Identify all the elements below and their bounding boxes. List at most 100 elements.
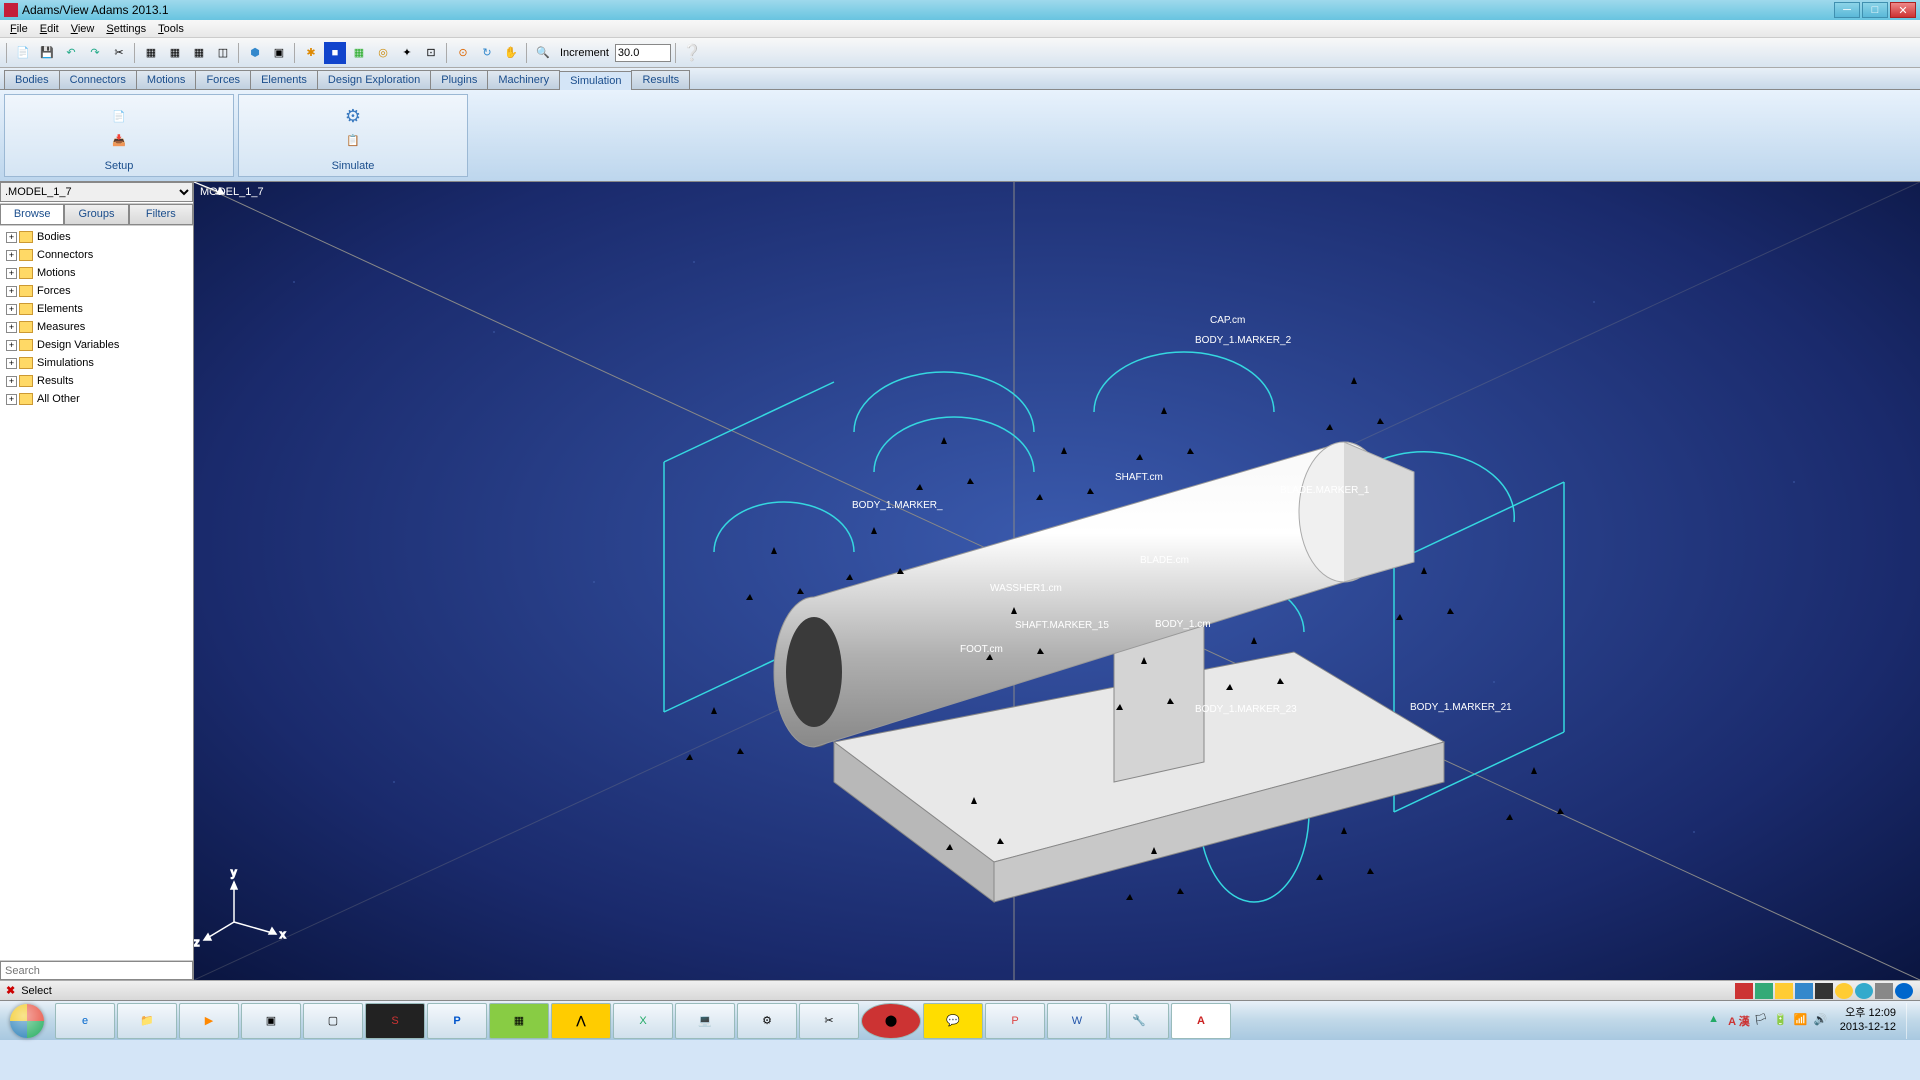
sidebar-tab-filters[interactable]: Filters — [129, 204, 193, 225]
setup-import-icon[interactable]: 📥 — [107, 131, 131, 151]
view-right-icon[interactable]: ▦ — [164, 42, 186, 64]
tab-plugins[interactable]: Plugins — [430, 70, 488, 89]
wire-icon[interactable]: ▣ — [268, 42, 290, 64]
tree-node[interactable]: +Elements — [2, 300, 191, 318]
tray-icon[interactable]: 🔋 — [1774, 1013, 1790, 1029]
tab-simulation[interactable]: Simulation — [559, 71, 632, 90]
new-icon[interactable]: 📄 — [12, 42, 34, 64]
taskbar-item-ie[interactable]: e — [55, 1003, 115, 1039]
status-icon[interactable] — [1795, 983, 1813, 999]
setup-doc-icon[interactable]: 📄 — [107, 107, 131, 127]
taskbar-item[interactable]: ✂ — [799, 1003, 859, 1039]
tool-c-icon[interactable]: ▦ — [348, 42, 370, 64]
taskbar-item[interactable]: ⋀ — [551, 1003, 611, 1039]
status-icon[interactable] — [1875, 983, 1893, 999]
expand-icon[interactable]: + — [6, 394, 17, 405]
taskbar-item-solidworks[interactable]: S — [365, 1003, 425, 1039]
close-button[interactable]: ✕ — [1890, 2, 1916, 18]
view-top-icon[interactable]: ▦ — [188, 42, 210, 64]
simulate-gear-icon[interactable]: ⚙ — [341, 107, 365, 127]
undo-icon[interactable]: ↶ — [60, 42, 82, 64]
taskbar-item[interactable]: P — [427, 1003, 487, 1039]
tray-icon[interactable]: 🏳 — [1754, 1013, 1770, 1029]
tab-motions[interactable]: Motions — [136, 70, 197, 89]
taskbar-item-excel[interactable]: X — [613, 1003, 673, 1039]
expand-icon[interactable]: + — [6, 268, 17, 279]
zoom-icon[interactable]: 🔍 — [532, 42, 554, 64]
view-front-icon[interactable]: ▦ — [140, 42, 162, 64]
tree-node[interactable]: +Forces — [2, 282, 191, 300]
taskbar-item[interactable]: ▣ — [241, 1003, 301, 1039]
taskbar-item[interactable]: 🔧 — [1109, 1003, 1169, 1039]
expand-icon[interactable]: + — [6, 358, 17, 369]
tree-node[interactable]: +Design Variables — [2, 336, 191, 354]
shade-icon[interactable]: ⬢ — [244, 42, 266, 64]
tree-node[interactable]: +All Other — [2, 390, 191, 408]
tree-node[interactable]: +Results — [2, 372, 191, 390]
tab-machinery[interactable]: Machinery — [487, 70, 560, 89]
tray-icon[interactable]: 📶 — [1794, 1013, 1810, 1029]
taskbar-clock[interactable]: 오후 12:09 2013-12-12 — [1834, 1007, 1902, 1033]
tab-elements[interactable]: Elements — [250, 70, 318, 89]
expand-icon[interactable]: + — [6, 286, 17, 297]
taskbar-item[interactable]: ▢ — [303, 1003, 363, 1039]
redo-icon[interactable]: ↷ — [84, 42, 106, 64]
expand-icon[interactable]: + — [6, 250, 17, 261]
status-icon[interactable] — [1755, 983, 1773, 999]
taskbar-item-explorer[interactable]: 📁 — [117, 1003, 177, 1039]
search-input[interactable] — [0, 961, 193, 980]
expand-icon[interactable]: + — [6, 340, 17, 351]
taskbar-item-wmp[interactable]: ▶ — [179, 1003, 239, 1039]
taskbar-item-word[interactable]: W — [1047, 1003, 1107, 1039]
status-icon[interactable] — [1775, 983, 1793, 999]
status-icon[interactable] — [1735, 983, 1753, 999]
tree-node[interactable]: +Bodies — [2, 228, 191, 246]
cancel-icon[interactable]: ✖ — [6, 984, 15, 997]
menu-settings[interactable]: Settings — [100, 23, 152, 35]
tool-b-icon[interactable]: ■ — [324, 42, 346, 64]
sidebar-tab-groups[interactable]: Groups — [64, 204, 128, 225]
taskbar-item-kakaotalk[interactable]: 💬 — [923, 1003, 983, 1039]
taskbar-item-powerpoint[interactable]: P — [985, 1003, 1045, 1039]
tree-node[interactable]: +Motions — [2, 264, 191, 282]
view-iso-icon[interactable]: ◫ — [212, 42, 234, 64]
start-button[interactable] — [0, 1002, 54, 1040]
tray-icon[interactable]: ▲ — [1708, 1013, 1724, 1029]
ime-indicator[interactable]: A 漢 — [1728, 1013, 1750, 1029]
tool-f-icon[interactable]: ⊡ — [420, 42, 442, 64]
tool-d-icon[interactable]: ◎ — [372, 42, 394, 64]
status-icon[interactable] — [1815, 983, 1833, 999]
sidebar-tab-browse[interactable]: Browse — [0, 204, 64, 225]
help-icon[interactable]: ❔ — [681, 42, 703, 64]
taskbar-item[interactable]: 💻 — [675, 1003, 735, 1039]
taskbar-item[interactable]: ▦ — [489, 1003, 549, 1039]
viewport[interactable]: MODEL_1_7 — [194, 182, 1920, 980]
status-icon[interactable] — [1895, 983, 1913, 999]
tool-a-icon[interactable]: ✱ — [300, 42, 322, 64]
tree-node[interactable]: +Simulations — [2, 354, 191, 372]
menu-edit[interactable]: Edit — [34, 23, 65, 35]
tree-node[interactable]: +Measures — [2, 318, 191, 336]
tool-e-icon[interactable]: ✦ — [396, 42, 418, 64]
taskbar-item-adams[interactable]: A — [1171, 1003, 1231, 1039]
tab-bodies[interactable]: Bodies — [4, 70, 60, 89]
rotate-icon[interactable]: ↻ — [476, 42, 498, 64]
tree-node[interactable]: +Connectors — [2, 246, 191, 264]
tab-design-exploration[interactable]: Design Exploration — [317, 70, 431, 89]
expand-icon[interactable]: + — [6, 376, 17, 387]
menu-tools[interactable]: Tools — [152, 23, 190, 35]
minimize-button[interactable]: ─ — [1834, 2, 1860, 18]
menu-file[interactable]: File — [4, 23, 34, 35]
model-selector[interactable]: .MODEL_1_7 — [0, 182, 193, 202]
tab-results[interactable]: Results — [631, 70, 690, 89]
expand-icon[interactable]: + — [6, 304, 17, 315]
simulate-script-icon[interactable]: 📋 — [341, 131, 365, 151]
center-icon[interactable]: ⊙ — [452, 42, 474, 64]
expand-icon[interactable]: + — [6, 322, 17, 333]
status-icon[interactable] — [1835, 983, 1853, 999]
menu-view[interactable]: View — [65, 23, 101, 35]
taskbar-item[interactable]: ⬤ — [861, 1003, 921, 1039]
status-icon[interactable] — [1855, 983, 1873, 999]
tab-connectors[interactable]: Connectors — [59, 70, 137, 89]
pan-icon[interactable]: ✋ — [500, 42, 522, 64]
